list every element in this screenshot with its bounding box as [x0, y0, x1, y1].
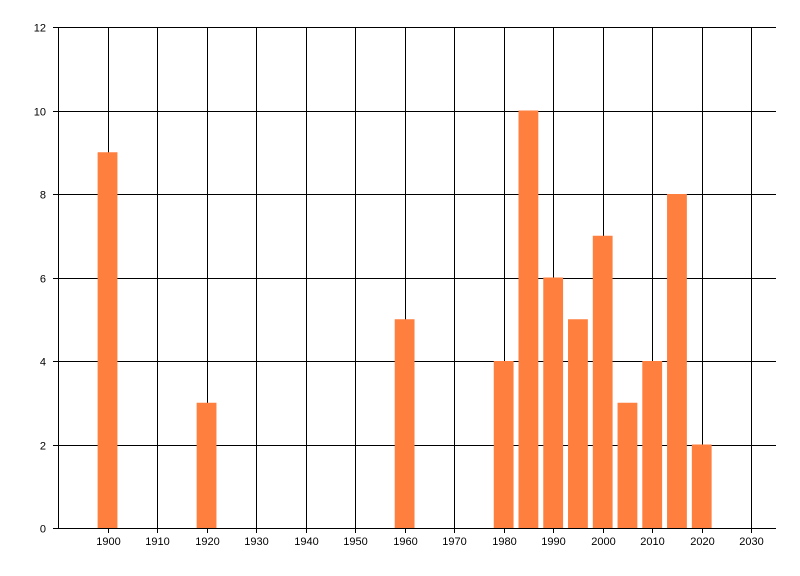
bar-2000 [592, 235, 613, 528]
bar-1920 [196, 402, 217, 528]
bar-1995 [568, 319, 588, 528]
x-tick-label-1940: 1940 [294, 536, 318, 548]
y-tick-label-2: 2 [40, 441, 46, 453]
bar-2005 [617, 402, 638, 528]
bar-1960 [394, 319, 415, 528]
x-tick-label-1900: 1900 [96, 536, 120, 548]
x-tick-label-1930: 1930 [244, 536, 268, 548]
y-tick-label-12: 12 [34, 23, 46, 35]
x-tick-label-1950: 1950 [343, 536, 367, 548]
x-tick-label-1920: 1920 [195, 536, 219, 548]
bar-1980 [493, 361, 514, 528]
grid-layer [58, 27, 776, 528]
x-tick-label-2010: 2010 [640, 536, 664, 548]
y-tick-label-10: 10 [34, 107, 46, 119]
x-tick-label-2020: 2020 [690, 536, 714, 548]
x-tick-label-2030: 2030 [739, 536, 763, 548]
bar-layer [97, 110, 712, 528]
bar-1900 [97, 152, 118, 528]
x-tick-label-1910: 1910 [145, 536, 169, 548]
axis-layer [53, 27, 776, 533]
bar-2020 [691, 444, 712, 528]
x-tick-label-2000: 2000 [591, 536, 615, 548]
x-tick-label-1990: 1990 [541, 536, 565, 548]
x-tick-label-1960: 1960 [393, 536, 417, 548]
bar-2015 [667, 194, 687, 528]
tick-label-layer: 0 2 4 6 8 10 12 1900 1910 1920 1930 1940 1950 1960 197… [34, 23, 764, 549]
y-tick-label-4: 4 [40, 357, 46, 369]
x-tick-label-1980: 1980 [492, 536, 516, 548]
bar-2010 [642, 361, 663, 528]
y-tick-label-8: 8 [40, 190, 46, 202]
x-tick-label-1970: 1970 [442, 536, 466, 548]
bar-1990 [543, 277, 564, 528]
y-tick-label-6: 6 [40, 274, 46, 286]
bar-1985 [518, 110, 539, 528]
y-tick-label-0: 0 [40, 524, 46, 536]
